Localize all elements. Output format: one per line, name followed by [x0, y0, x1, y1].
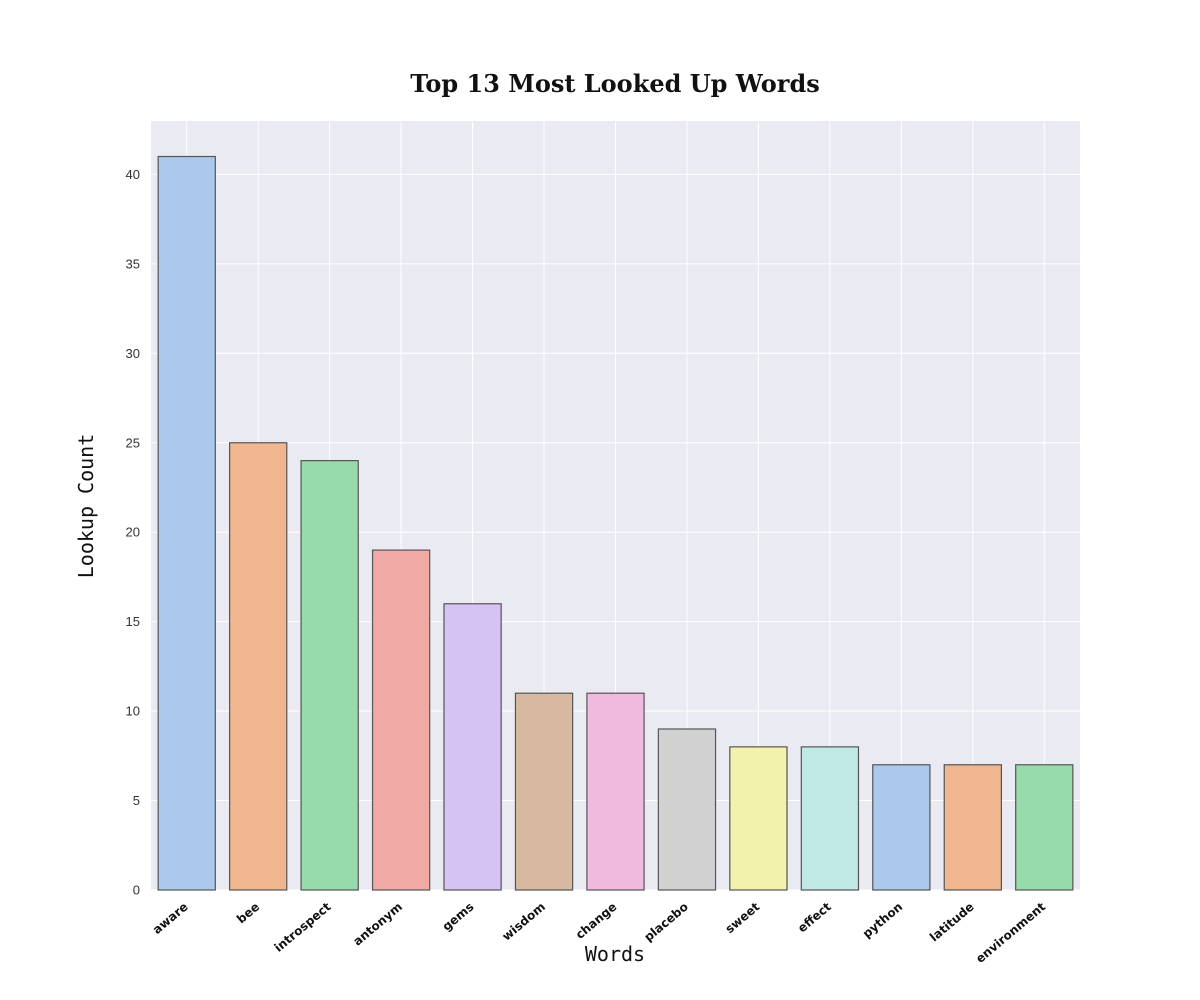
bar-bee	[229, 442, 288, 891]
x-tick-label: bee	[234, 900, 262, 927]
bar-gems	[443, 603, 502, 891]
bar-aware	[157, 155, 216, 891]
x-tick-label: environment	[973, 899, 1048, 965]
x-tick-label: change	[573, 900, 620, 942]
x-tick-label: wisdom	[499, 900, 548, 944]
x-axis-label: Words	[585, 942, 645, 966]
x-tick-label: placebo	[641, 900, 691, 945]
bar-introspect	[300, 460, 359, 891]
bars	[157, 155, 1074, 891]
y-tick-label: 0	[133, 883, 140, 898]
bar-placebo	[657, 728, 717, 891]
bar-sweet	[729, 746, 788, 891]
bar-change	[586, 692, 645, 891]
x-tick-label: gems	[440, 900, 477, 934]
y-tick-labels: 0 5 10 15 20 25 30 35 40	[126, 167, 140, 898]
y-axis-label: Lookup Count	[74, 434, 98, 579]
x-tick-label: effect	[795, 899, 834, 935]
x-tick-label: aware	[150, 900, 191, 937]
y-tick-label: 5	[133, 793, 140, 808]
y-tick-label: 25	[126, 435, 140, 450]
y-tick-label: 30	[126, 346, 140, 361]
y-tick-label: 40	[126, 167, 140, 182]
bar-latitude	[943, 764, 1002, 891]
bar-antonym	[371, 549, 431, 891]
y-tick-label: 10	[126, 704, 140, 719]
x-tick-label: python	[860, 900, 905, 941]
bar-effect	[800, 746, 860, 891]
bar-python	[872, 764, 931, 891]
x-tick-label: latitude	[927, 900, 977, 945]
bar-environment	[1015, 764, 1074, 891]
y-tick-label: 20	[126, 525, 140, 540]
x-tick-label: sweet	[723, 899, 763, 936]
x-tick-label: introspect	[272, 899, 334, 954]
y-tick-label: 35	[126, 256, 140, 271]
bar-wisdom	[514, 692, 574, 891]
y-tick-label: 15	[126, 614, 140, 629]
x-tick-label: antonym	[350, 900, 405, 949]
chart-title: Top 13 Most Looked Up Words	[410, 69, 819, 98]
